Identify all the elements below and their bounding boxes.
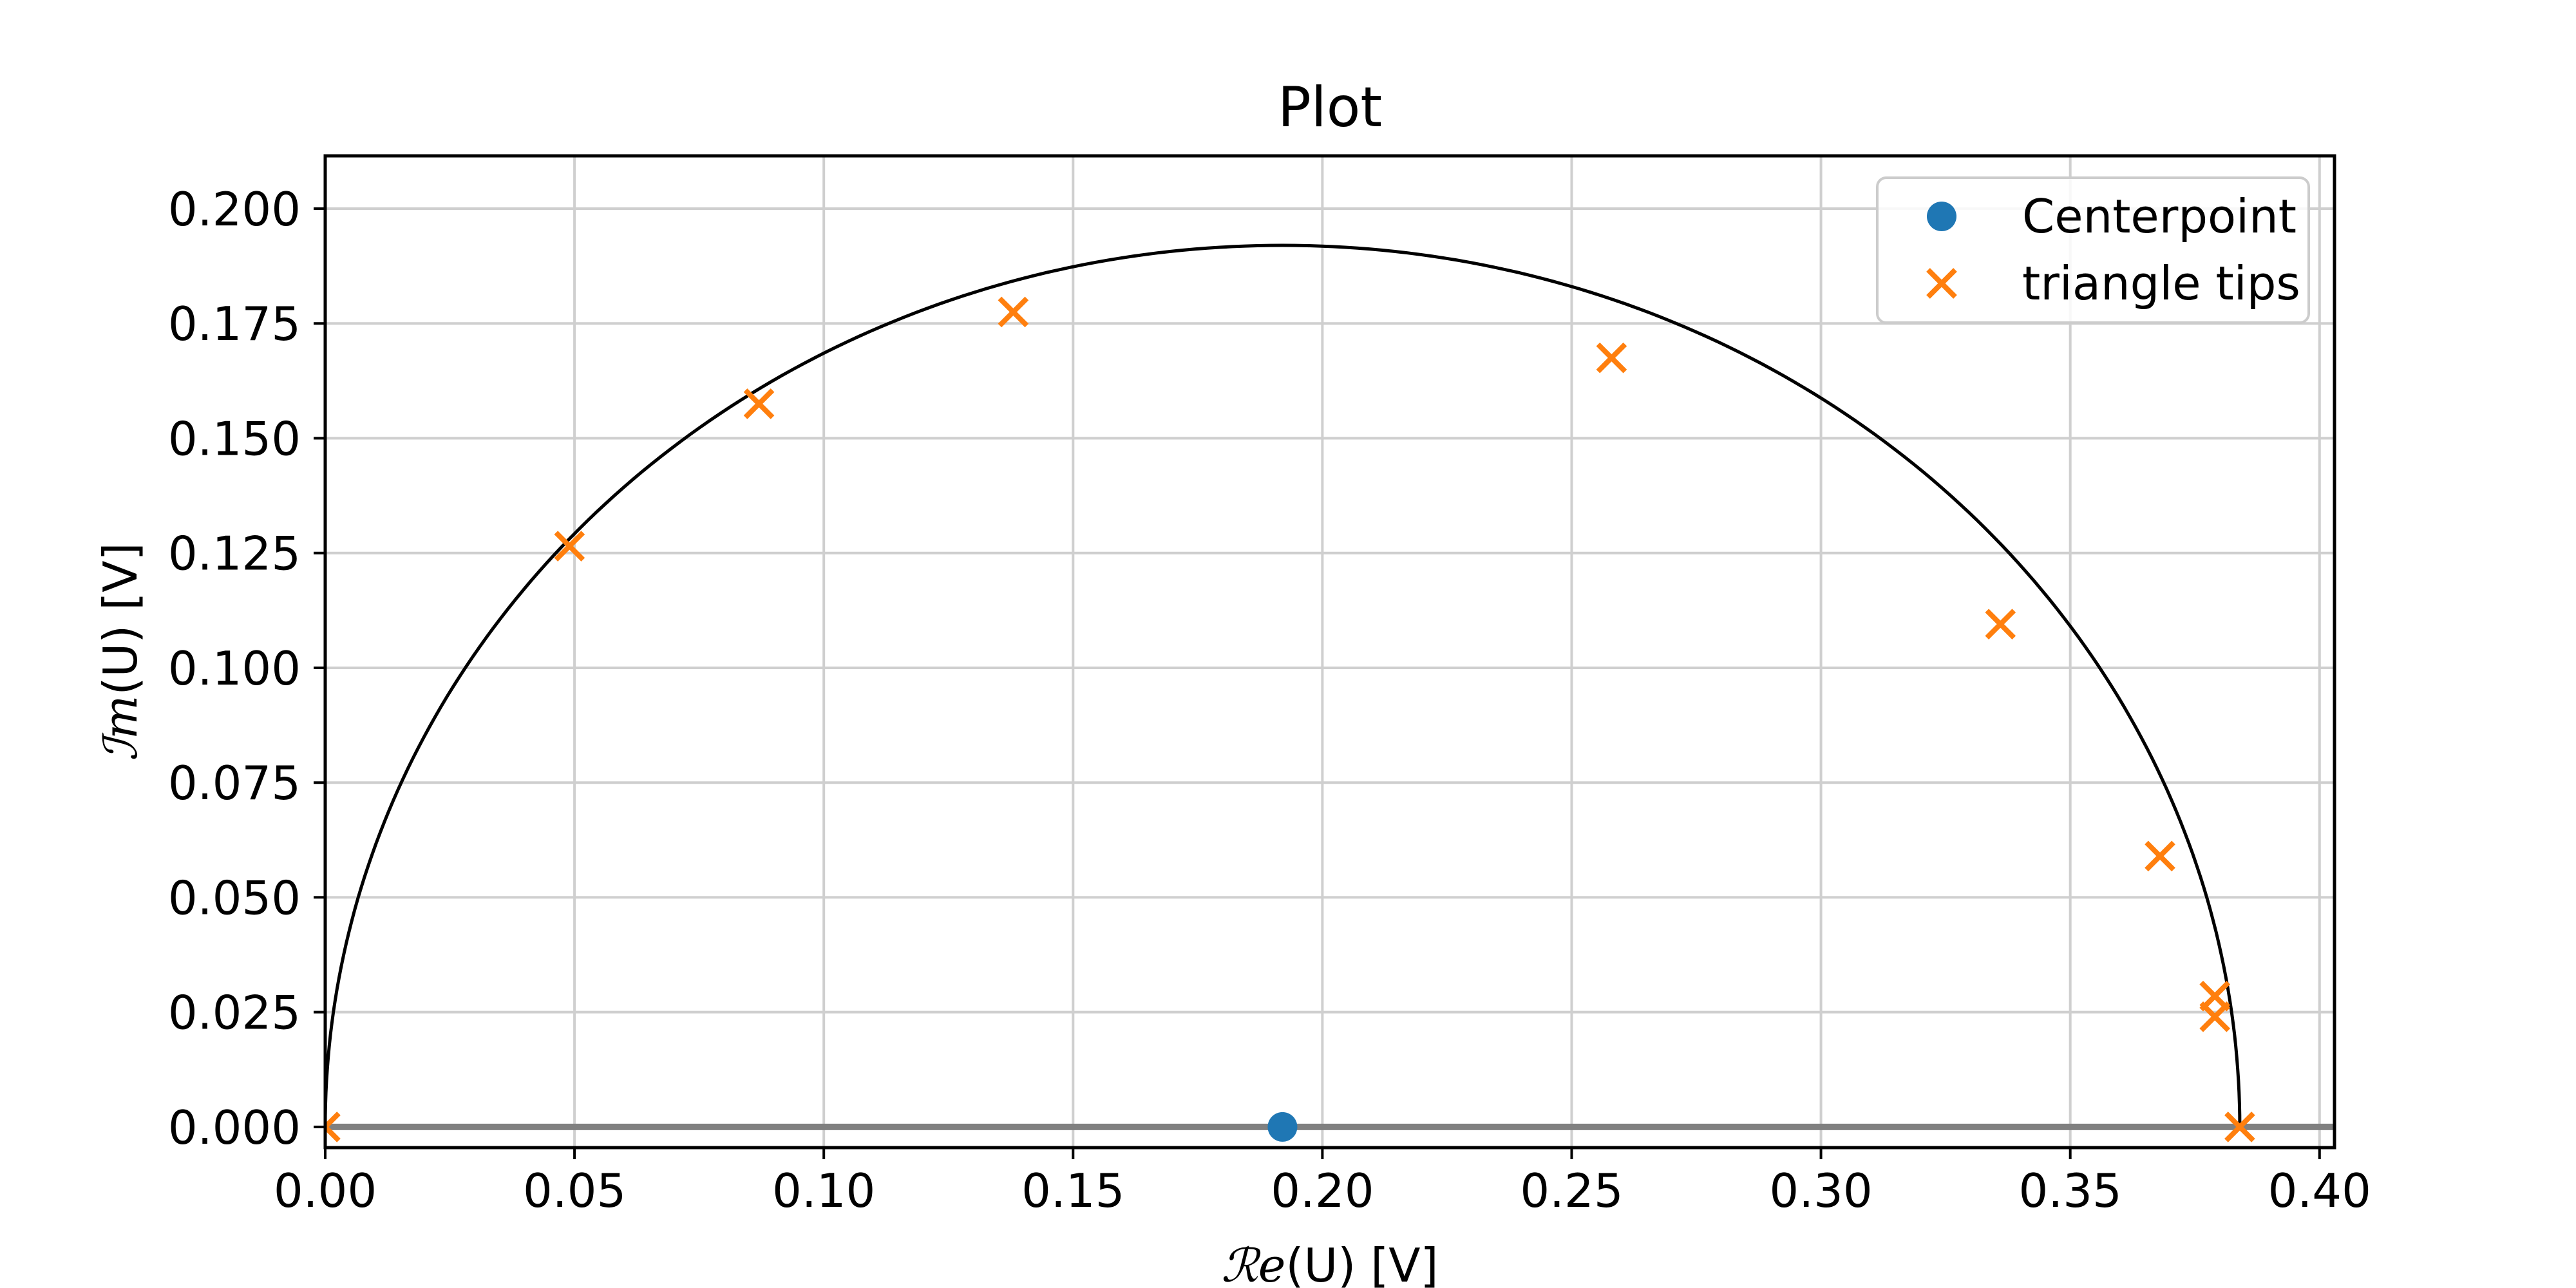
legend-box bbox=[1876, 176, 2310, 324]
semicircle-curve bbox=[323, 243, 2242, 1127]
curve-layer bbox=[323, 243, 2242, 1127]
x-tick-label: 0.35 bbox=[2019, 1164, 2122, 1218]
triangle-tip-marker bbox=[1596, 342, 1627, 374]
y-tick-label: 0.000 bbox=[168, 1101, 301, 1155]
y-axis-label: ℐ𝑚(U) [V] bbox=[93, 542, 147, 761]
triangle-tip-marker bbox=[325, 1112, 341, 1142]
y-tick-label: 0.025 bbox=[168, 986, 301, 1040]
y-tick-label: 0.075 bbox=[168, 756, 301, 810]
x-tick-label: 0.05 bbox=[523, 1164, 626, 1218]
y-tick-label: 0.150 bbox=[168, 412, 301, 466]
legend-label: Centerpoint bbox=[2022, 189, 2297, 243]
y-tick-label: 0.200 bbox=[168, 182, 301, 236]
legend-label: triangle tips bbox=[2022, 256, 2300, 310]
triangle-tip-marker bbox=[2224, 1112, 2255, 1142]
y-tick-label: 0.050 bbox=[168, 871, 301, 925]
triangle-tip-marker bbox=[998, 296, 1029, 328]
triangle-tip-marker bbox=[1985, 609, 2016, 640]
x-tick-label: 0.25 bbox=[1520, 1164, 1623, 1218]
x-tick-label: 0.00 bbox=[274, 1164, 377, 1218]
y-tick-label: 0.175 bbox=[168, 297, 301, 351]
x-axis-label-text: (U) [V] bbox=[1285, 1238, 1438, 1288]
chart-title: Plot bbox=[1278, 75, 1382, 140]
triangle-tip-marker bbox=[554, 531, 585, 562]
y-tick-label: 0.100 bbox=[168, 641, 301, 696]
triangle-tip-marker bbox=[2199, 1001, 2231, 1032]
x-tick-label: 0.15 bbox=[1021, 1164, 1124, 1218]
x-axis-label-math: ℛ𝑒 bbox=[1221, 1238, 1285, 1288]
legend: Centerpoint triangle tips bbox=[1876, 176, 2310, 324]
x-tick-label: 0.10 bbox=[772, 1164, 875, 1218]
triangle-tip-marker bbox=[2145, 840, 2175, 872]
x-tick-label: 0.20 bbox=[1271, 1164, 1374, 1218]
ticks-layer: 0.00 0.05 0.10 0.15 0.20 0.25 0.30 0.35 0.40 0.00… bbox=[168, 182, 2371, 1218]
legend-marker bbox=[1927, 202, 1956, 231]
x-tick-label: 0.30 bbox=[1769, 1164, 1872, 1218]
legend-marker bbox=[1926, 268, 1957, 299]
y-axis-label-math: ℐ𝑚 bbox=[93, 696, 147, 761]
x-tick-label: 0.40 bbox=[2268, 1164, 2371, 1218]
marks-layer bbox=[325, 296, 2255, 1142]
plot-frame bbox=[323, 154, 2336, 1150]
x-axis-label: ℛ𝑒(U) [V] bbox=[1221, 1238, 1438, 1288]
triangle-tip-marker bbox=[743, 388, 775, 419]
centerpoint-marker bbox=[1267, 1112, 1298, 1142]
legend-entries: Centerpoint triangle tips bbox=[1926, 189, 2300, 310]
y-tick-label: 0.125 bbox=[168, 527, 301, 581]
y-axis-label-text: (U) [V] bbox=[93, 542, 147, 695]
